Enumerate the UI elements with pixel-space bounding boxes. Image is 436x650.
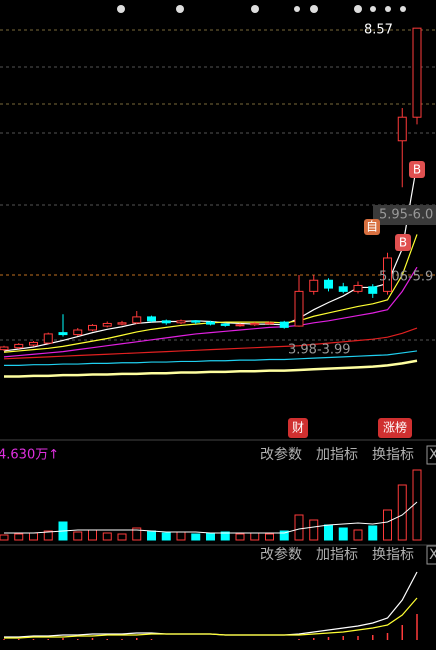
volume-bar — [250, 532, 260, 541]
volume-bar — [235, 533, 245, 541]
toolbar-button[interactable]: 加指标 — [316, 547, 358, 563]
indicator-line — [4, 501, 418, 534]
volume-bar — [279, 530, 289, 541]
candle-body — [383, 257, 392, 292]
volume-bar — [161, 532, 171, 541]
badge — [364, 219, 380, 235]
candle-body — [235, 324, 245, 327]
close-box — [426, 545, 436, 565]
candle-body — [88, 324, 97, 331]
close-box — [426, 445, 436, 465]
volume-bar — [0, 534, 9, 541]
price-label: 5.95-6.0 — [379, 208, 433, 223]
indicator-line — [4, 350, 418, 366]
volume-label: 4.630万↑ — [0, 448, 59, 463]
badge-text: B — [413, 163, 421, 177]
toolbar-button[interactable]: 改参数 — [260, 446, 302, 463]
badge — [395, 234, 411, 251]
volume-bar — [102, 532, 112, 541]
volume-bar — [132, 527, 142, 541]
close-button[interactable]: X — [429, 447, 436, 463]
volume-bar — [206, 532, 215, 541]
candle-body — [294, 290, 304, 327]
candle-body — [29, 341, 38, 346]
candle-body — [206, 321, 215, 325]
toolbar-button[interactable]: 换指标 — [372, 546, 414, 563]
badge — [288, 418, 308, 438]
candle-body — [353, 284, 363, 292]
candle-body — [14, 343, 24, 349]
close-button[interactable]: X — [429, 547, 436, 563]
candle-body — [58, 332, 68, 336]
candle-body — [279, 321, 289, 328]
candle-body — [117, 322, 127, 325]
candle-body — [147, 316, 156, 322]
candle-body — [397, 116, 407, 142]
event-icons — [117, 5, 406, 13]
price-label: 8.57 — [364, 23, 393, 38]
indicator-line — [3, 327, 418, 360]
indicator-line — [4, 571, 418, 638]
indicator-line — [3, 266, 418, 358]
candle-body — [0, 346, 9, 351]
candle-body — [368, 286, 378, 294]
volume-bar — [147, 530, 156, 541]
volume-bar — [265, 533, 274, 541]
candle-body — [132, 316, 142, 324]
toolbar-button[interactable]: 改参数 — [260, 546, 302, 563]
candle-body — [338, 286, 348, 292]
badge — [409, 161, 425, 178]
volume-bar — [294, 514, 304, 541]
candle-body — [161, 320, 171, 324]
volume-bar — [397, 484, 407, 541]
candle-body — [265, 322, 274, 325]
badge-text: 财 — [292, 421, 304, 435]
candle-body — [220, 323, 230, 326]
volume-bar — [383, 509, 392, 541]
volume-bar — [176, 531, 186, 541]
candle-body — [102, 322, 112, 327]
marks — [0, 27, 422, 640]
toolbar-button[interactable]: 换指标 — [372, 446, 414, 463]
volume-bar — [88, 529, 97, 541]
volume-bar — [14, 533, 24, 541]
candle-body — [176, 320, 186, 324]
volume-bar — [324, 524, 333, 541]
candle-body — [412, 27, 422, 118]
volume-bar — [353, 529, 363, 541]
volume-bar — [117, 533, 127, 541]
candle-body — [324, 279, 333, 289]
badge-text: B — [399, 236, 407, 250]
indicator-line — [4, 359, 418, 378]
volume-bar — [43, 530, 53, 541]
indicator-line — [4, 597, 418, 639]
volume-bar — [220, 531, 230, 541]
badge-text: 涨榜 — [383, 420, 407, 435]
candle-body — [250, 322, 260, 326]
volume-bar — [29, 532, 38, 541]
candle-body — [43, 333, 53, 344]
volume-bar — [191, 533, 201, 541]
price-label: 5.06-5.9 — [379, 270, 433, 285]
price-label: 3.98-3.99 — [288, 343, 351, 358]
candle-body — [309, 279, 319, 292]
badge — [378, 418, 412, 438]
candle-body — [73, 329, 83, 336]
badge-text: 自 — [366, 220, 378, 234]
toolbar-button[interactable]: 加指标 — [316, 447, 358, 463]
volume-bar — [338, 527, 348, 541]
volume-bar — [309, 519, 319, 541]
candle-body — [191, 320, 201, 323]
volume-bar — [73, 531, 83, 541]
label-box — [373, 205, 436, 225]
volume-bar — [368, 525, 378, 541]
